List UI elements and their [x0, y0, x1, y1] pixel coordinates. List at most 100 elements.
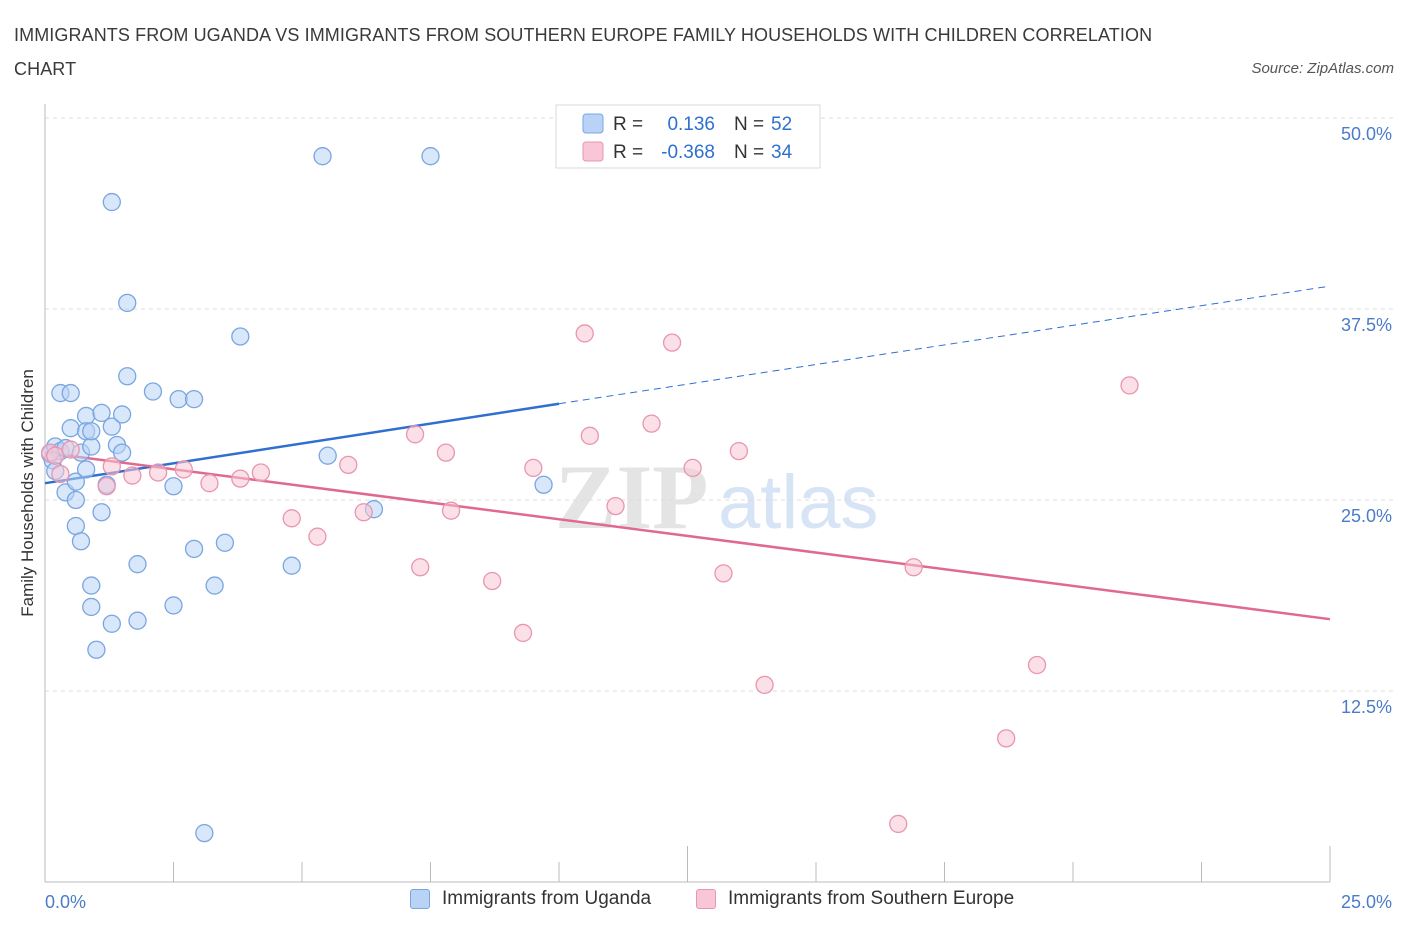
- uganda-point-49: [534, 475, 553, 494]
- legend-swatch-uganda: [582, 113, 604, 134]
- uganda-point-12: [71, 532, 91, 551]
- uganda-point-44: [282, 556, 301, 575]
- europe-point-6: [123, 466, 142, 485]
- europe-point-9: [200, 474, 219, 493]
- uganda-point-43: [231, 327, 250, 346]
- uganda-point-39: [184, 539, 204, 559]
- legend-swatch-europe: [582, 141, 604, 162]
- uganda-point-42: [215, 533, 235, 552]
- uganda-point-9: [66, 472, 85, 491]
- uganda-point-19: [82, 597, 101, 617]
- legend-swatch-uganda-bottom: [410, 889, 430, 909]
- europe-point-30: [729, 441, 749, 461]
- europe-point-16: [405, 425, 425, 444]
- uganda-point-18: [82, 576, 101, 595]
- legend-r-value-uganda: 0.136: [667, 114, 715, 135]
- legend-n-label-uganda: N =: [734, 114, 764, 135]
- legend-label-uganda: Immigrants from Uganda: [442, 888, 652, 909]
- europe-point-11: [251, 463, 271, 482]
- uganda-point-7: [61, 419, 80, 438]
- europe-point-36: [1120, 376, 1139, 395]
- uganda-point-13: [76, 406, 96, 426]
- legend-n-label-europe: N =: [734, 142, 764, 163]
- europe-point-5: [102, 457, 121, 476]
- europe-point-25: [606, 496, 625, 516]
- x-tick-labels: 0.0% 25.0%: [45, 892, 1392, 912]
- uganda-point-33: [102, 192, 121, 212]
- uganda-point-46: [318, 446, 337, 465]
- y-tick-labels: 12.5% 25.0% 37.5% 50.0%: [1341, 124, 1392, 717]
- europe-point-34: [997, 729, 1016, 748]
- europe-point-29: [714, 564, 733, 583]
- axes: [44, 104, 1331, 883]
- europe-point-26: [642, 414, 661, 433]
- uganda-point-10: [66, 516, 85, 536]
- correlation-legend: R = 0.136 N = 52 R = -0.368 N = 34: [555, 104, 821, 169]
- europe-point-13: [308, 527, 327, 546]
- europe-point-33: [904, 558, 923, 577]
- europe-point-32: [889, 814, 908, 834]
- uganda-point-22: [92, 503, 111, 522]
- europe-point-20: [483, 571, 502, 591]
- europe-point-14: [339, 455, 358, 475]
- legend-n-value-uganda: 52: [771, 114, 792, 135]
- europe-points: [40, 324, 1139, 834]
- europe-point-2: [51, 464, 70, 484]
- legend-item-uganda: Immigrants from Uganda: [410, 888, 651, 910]
- europe-point-35: [1027, 655, 1047, 675]
- legend-swatch-europe-bottom: [696, 889, 716, 909]
- uganda-point-8: [66, 490, 85, 510]
- europe-point-7: [148, 463, 168, 482]
- series-legend: Immigrants from Uganda Immigrants from S…: [0, 888, 1406, 918]
- europe-point-1: [46, 446, 65, 465]
- y-tick-label-1: 25.0%: [1341, 506, 1392, 526]
- legend-r-label-uganda: R =: [613, 114, 643, 135]
- uganda-point-16: [82, 437, 101, 456]
- x-tick-label-0: 0.0%: [45, 892, 86, 912]
- europe-point-24: [580, 426, 599, 445]
- y-tick-label-3: 50.0%: [1341, 124, 1392, 144]
- uganda-point-27: [112, 405, 132, 424]
- uganda-point-25: [102, 614, 121, 633]
- uganda-point-36: [164, 596, 183, 615]
- uganda-point-32: [128, 611, 147, 630]
- uganda-point-20: [87, 640, 106, 659]
- legend-n-value-europe: 34: [771, 142, 793, 163]
- chart-title: IMMIGRANTS FROM UGANDA VS IMMIGRANTS FRO…: [14, 25, 1153, 79]
- uganda-point-30: [118, 367, 137, 386]
- europe-point-10: [231, 469, 250, 488]
- europe-point-8: [174, 460, 193, 479]
- uganda-point-40: [195, 823, 214, 843]
- europe-point-18: [436, 443, 456, 462]
- uganda-point-34: [143, 382, 163, 401]
- uganda-point-24: [102, 417, 121, 436]
- y-axis-title: Family Households with Children: [18, 369, 37, 617]
- europe-point-3: [61, 440, 80, 459]
- europe-point-31: [755, 675, 774, 695]
- uganda-point-6: [61, 383, 80, 403]
- legend-r-label-europe: R =: [613, 142, 643, 163]
- legend-item-europe: Immigrants from Southern Europe: [696, 888, 1014, 910]
- uganda-point-41: [205, 576, 224, 595]
- europe-point-4: [97, 477, 116, 496]
- uganda-point-29: [118, 293, 137, 313]
- europe-point-22: [524, 458, 543, 478]
- uganda-point-15: [76, 460, 96, 479]
- europe-point-27: [662, 333, 682, 352]
- europe-point-19: [441, 501, 461, 520]
- uganda-point-28: [112, 443, 132, 462]
- europe-point-21: [513, 623, 533, 643]
- gridlines: [45, 117, 1393, 692]
- europe-point-17: [411, 558, 430, 577]
- watermark-zip: ZIP: [555, 446, 708, 548]
- uganda-point-35: [164, 477, 183, 496]
- europe-point-15: [354, 503, 373, 522]
- europe-point-28: [683, 458, 702, 478]
- legend-label-europe: Immigrants from Southern Europe: [728, 888, 1015, 909]
- uganda-point-45: [313, 147, 332, 166]
- uganda-points: [40, 147, 553, 843]
- source-label: Source: ZipAtlas.com: [1251, 60, 1394, 77]
- uganda-point-17: [82, 422, 101, 441]
- uganda-point-21: [92, 403, 111, 423]
- uganda-point-37: [169, 390, 188, 409]
